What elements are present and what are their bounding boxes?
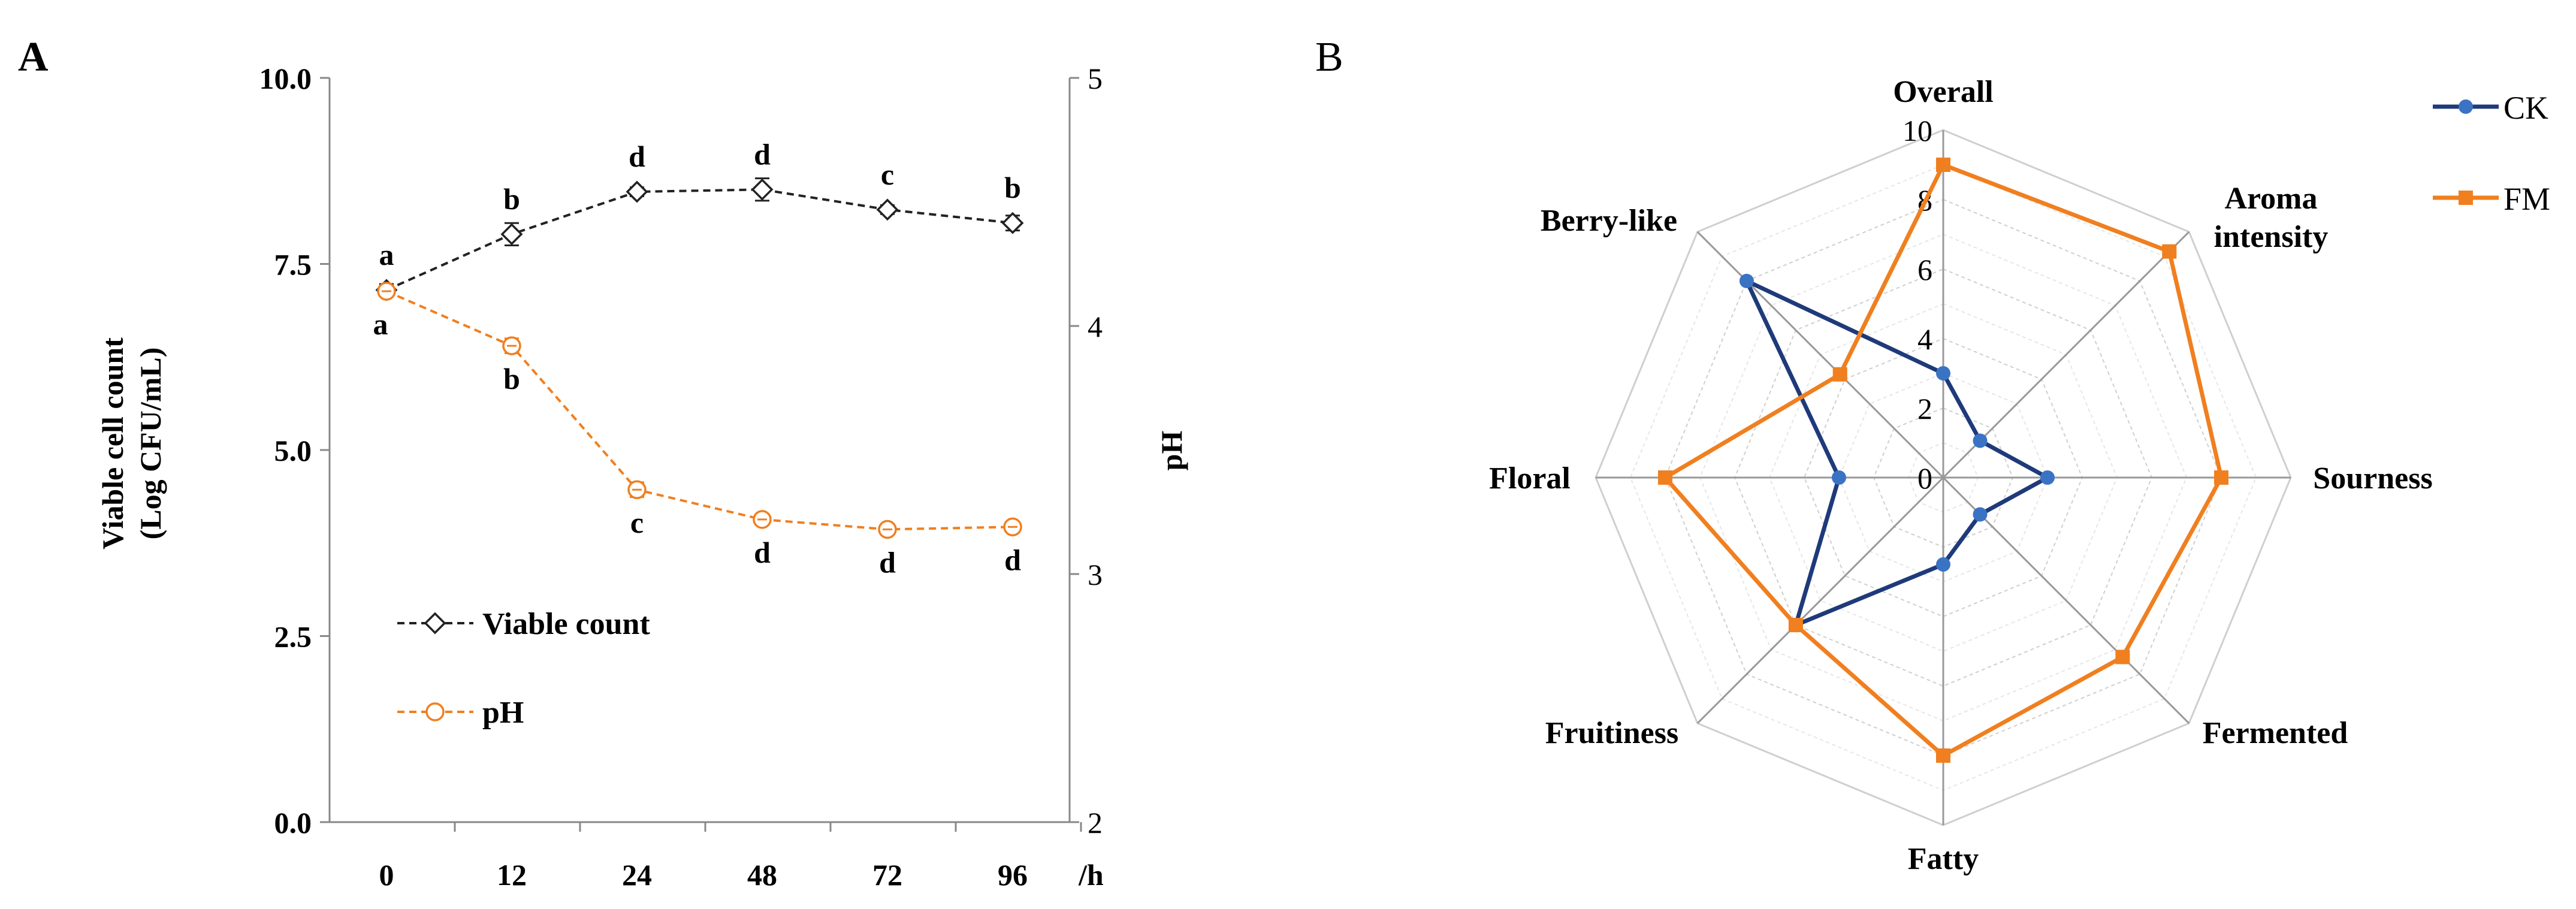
y-left-axis-title-line2: (Log CFU/mL): [134, 348, 167, 540]
radar-axis-label: Aroma intensity: [2214, 182, 2329, 254]
radar-point-fm: [2162, 244, 2177, 259]
radar-point-fm: [2115, 650, 2130, 665]
significance-letter: b: [503, 182, 520, 216]
panel-b-legend: CK FM: [2433, 90, 2550, 217]
y-left-tick-label: 10.0: [259, 62, 312, 95]
significance-letter: d: [754, 536, 771, 569]
radar-point-fm: [1936, 748, 1950, 763]
data-point-viable-count: [1001, 212, 1024, 234]
x-tick-label: 72: [872, 858, 902, 892]
radar-grid-ring: [1699, 233, 2188, 722]
radar-grid-ring: [1803, 337, 2083, 618]
radar-point-fm: [2214, 470, 2228, 485]
significance-letter: b: [503, 362, 520, 395]
data-point-viable-count: [500, 223, 523, 246]
x-tick-label: 24: [622, 858, 652, 892]
data-point-viable-count: [626, 180, 648, 203]
y-left-axis-title-line1: Viable cell count: [96, 337, 129, 549]
radar-point-fm: [1658, 470, 1672, 485]
radar-tick-label: 10: [1902, 114, 1932, 147]
y-left-tick-label: 2.5: [274, 620, 312, 654]
y-right-tick-label: 3: [1088, 558, 1103, 591]
series-line-ph: [386, 290, 1013, 531]
significance-letter: d: [754, 137, 771, 171]
y-left-tick-label: 5.0: [274, 434, 312, 467]
x-unit-label: /h: [1078, 858, 1104, 892]
radar-point-fm: [1936, 158, 1950, 172]
panel-a-axes: 0.0 2.5 5.0 7.5 10.0 2 3 4 5 0 12 24 48 72 96/h Viable …: [96, 62, 1188, 892]
significance-letter: d: [629, 140, 645, 173]
radar-point-ck: [1973, 507, 1988, 522]
series-line-viable-count: [386, 188, 1013, 291]
radar-point-fm: [1832, 367, 1847, 382]
radar-point-ck: [1973, 433, 1988, 448]
radar-spoke: [1696, 476, 1944, 724]
radar-axis-label: Fermented: [2203, 716, 2348, 750]
panel-a-label: A: [18, 34, 49, 80]
significance-letter: a: [373, 307, 388, 341]
radar-point-ck: [1936, 366, 1950, 380]
radar-point-ck: [1936, 557, 1950, 572]
radar-axis-label: Overall: [1893, 75, 1994, 109]
legend-marker: [424, 612, 446, 635]
y-right-tick-label: 2: [1088, 806, 1103, 839]
data-point-viable-count: [876, 198, 899, 221]
legend-marker: [425, 702, 445, 721]
legend-marker: [2459, 191, 2473, 205]
significance-letter: d: [1004, 543, 1021, 576]
panel-a-legend: Viable count pH: [397, 607, 650, 730]
significance-letter: c: [881, 158, 894, 191]
radar-axis-label: Floral: [1489, 461, 1571, 496]
y-right-axis-title: pH: [1155, 431, 1188, 471]
legend-label: Viable count: [482, 607, 650, 641]
radar-axis-label: Berry-like: [1541, 204, 1677, 238]
significance-letter: b: [1004, 171, 1021, 204]
x-tick-label: 0: [379, 858, 394, 892]
legend-marker: [2459, 99, 2473, 114]
y-left-tick-label: 0.0: [274, 806, 312, 839]
radar-point-fm: [1788, 618, 1803, 633]
legend-label: CK: [2503, 90, 2548, 126]
radar-point-ck: [1832, 470, 1846, 485]
radar-point-ck: [2040, 470, 2055, 485]
panel-a-series: a b d d c b a b c d d d: [373, 137, 1024, 579]
radar-tick-label: 6: [1917, 253, 1932, 286]
significance-letter: c: [630, 506, 644, 539]
radar-axis-label: Fruitiness: [1545, 716, 1678, 750]
data-point-viable-count: [751, 178, 774, 201]
x-tick-label: 12: [497, 858, 527, 892]
radar-point-ck: [1739, 273, 1754, 288]
panel-a-line-chart: A 0.0 2.5 5.0 7.5 10.0 2 3 4 5 0 12 24 48 72 96/h Viabl…: [18, 34, 1188, 892]
panel-b-label: B: [1315, 34, 1343, 80]
radar-grid-ring: [1734, 268, 2153, 687]
legend-label: FM: [2503, 181, 2550, 217]
radar-tick-label: 4: [1917, 322, 1932, 356]
legend-label: pH: [482, 696, 524, 730]
y-left-tick-label: 7.5: [274, 248, 312, 282]
x-tick-label: 96: [998, 858, 1028, 892]
radar-axis-label: Fatty: [1908, 842, 1979, 876]
radar-series-ck: [1742, 276, 2052, 629]
significance-letter: a: [379, 238, 394, 271]
y-right-tick-label: 5: [1088, 62, 1103, 95]
y-right-tick-label: 4: [1088, 310, 1103, 343]
radar-tick-label: 0: [1917, 461, 1932, 495]
radar-tick-label: 2: [1917, 392, 1932, 425]
panel-b-series: [1658, 158, 2228, 763]
significance-letter: d: [879, 545, 896, 579]
x-tick-label: 48: [747, 858, 777, 892]
radar-spoke: [1696, 231, 1944, 479]
radar-axis-label: Sourness: [2313, 461, 2432, 496]
